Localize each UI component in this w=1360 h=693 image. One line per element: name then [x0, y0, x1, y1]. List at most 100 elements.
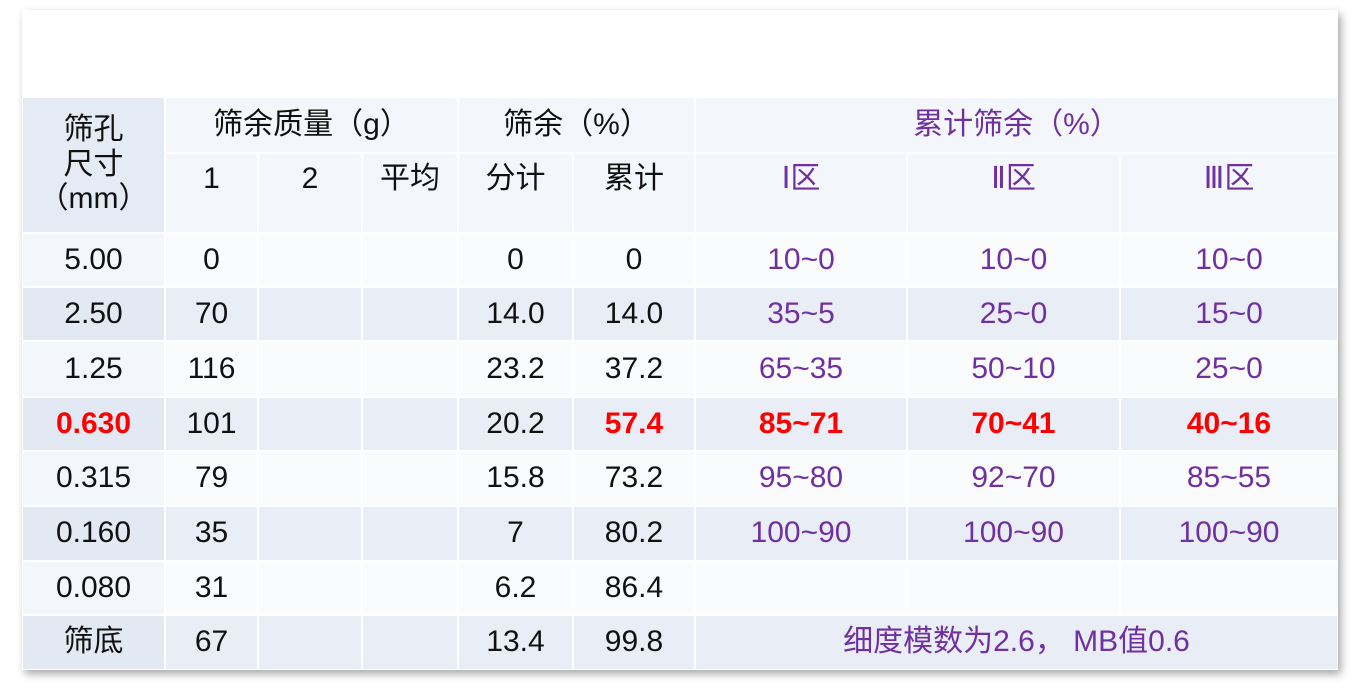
- sieve-size: 2.50: [23, 288, 164, 340]
- sieve-label: 筛孔 尺寸 （mm）: [23, 98, 164, 232]
- mass-2: [259, 562, 361, 614]
- sieve-size-text: 0.080: [55, 570, 132, 604]
- sieve-size-text: 1.25: [64, 351, 123, 385]
- mass-avg: [363, 398, 457, 450]
- sieve-size-text: 5.00: [64, 242, 123, 276]
- cumulative-text: 73.2: [604, 461, 664, 495]
- mass-label-text: 筛余质量（g）: [213, 107, 410, 141]
- sieve-label-text: 筛孔: [63, 113, 124, 147]
- column-label: Ⅱ区: [908, 154, 1119, 232]
- zone-range: 65~35: [696, 342, 906, 396]
- zone-range-text: 70~41: [971, 406, 1056, 440]
- mass-avg: [363, 342, 457, 396]
- zone-range-text: 35~5: [767, 296, 835, 330]
- cumulative-text: 0: [625, 242, 643, 276]
- percent-text: 23.2: [486, 351, 545, 385]
- percent-text: 15.8: [486, 461, 545, 495]
- zone-range: 100~90: [696, 507, 906, 560]
- cumulative-text: 37.2: [604, 351, 664, 385]
- mass-2: [259, 342, 361, 396]
- cumulative: 86.4: [574, 562, 694, 614]
- zone-range-text: 85~71: [758, 406, 844, 440]
- percent-text: 7: [507, 516, 524, 550]
- cumulative-label: 累计筛余（%）: [696, 98, 1337, 152]
- header-right-text: 普通混凝土用砂、石质量及检验方法: [792, 53, 1241, 85]
- zone-range-text: 100~90: [750, 516, 852, 550]
- percent-text: 14.0: [486, 296, 545, 330]
- mass-avg: [363, 507, 457, 560]
- column-label-text: 累计: [604, 162, 664, 195]
- percent: 7: [459, 507, 572, 560]
- percent: 14.0: [459, 288, 572, 340]
- zone-empty: [1121, 562, 1337, 614]
- column-label-text: 分计: [485, 162, 546, 195]
- cumulative-text: 80.2: [604, 516, 664, 550]
- sieve-size: 5.00: [23, 234, 164, 286]
- mass-avg: [363, 616, 457, 669]
- sieve-size: 0.160: [23, 507, 164, 560]
- zone-range-text: 10~0: [767, 242, 835, 276]
- mass-1: 31: [166, 562, 257, 614]
- cumulative: 57.4: [574, 398, 694, 450]
- zone-range: 50~10: [908, 342, 1119, 396]
- mass-2: [259, 398, 361, 450]
- zone-range-text: 92~70: [971, 461, 1056, 495]
- mass-1-text: 0: [203, 242, 220, 276]
- mass-1-text: 116: [187, 351, 236, 385]
- cumulative-label-text: 累计筛余（%）: [913, 107, 1120, 141]
- zone-range: 10~0: [1121, 234, 1337, 286]
- mass-label: 筛余质量（g）: [166, 98, 457, 152]
- column-label-text: 1: [203, 162, 220, 195]
- percent-text: 0: [507, 242, 524, 276]
- zone-range-text: 40~16: [1186, 406, 1272, 440]
- zone-range: 15~0: [1121, 288, 1337, 340]
- percent-text: 20.2: [486, 406, 545, 440]
- mass-1-text: 79: [194, 461, 229, 495]
- zone-range: 100~90: [908, 507, 1119, 560]
- zone-range-text: 25~0: [979, 296, 1048, 330]
- zone-range: 95~80: [696, 452, 906, 505]
- column-label: 2: [259, 154, 361, 232]
- sieve-label-text: （mm）: [38, 182, 149, 216]
- percent: 15.8: [459, 452, 572, 505]
- sieve-size-text: 2.50: [64, 296, 123, 330]
- percent: 23.2: [459, 342, 572, 396]
- sieve-table: 筛分（试样质量500g） JGJ52-2006 普通混凝土用砂、石质量及检验方法筛孔…: [22, 10, 1338, 670]
- zone-range-text: 65~35: [758, 351, 844, 385]
- mass-2: [259, 507, 361, 560]
- zone-range-text: 25~0: [1195, 351, 1263, 385]
- percent: 20.2: [459, 398, 572, 450]
- zone-range: 92~70: [908, 452, 1119, 505]
- zone-range-text: 10~0: [1195, 242, 1263, 276]
- mass-1: 35: [166, 507, 257, 560]
- mass-1: 70: [166, 288, 257, 340]
- zone-range: 35~5: [696, 288, 906, 340]
- zone-range-text: 100~90: [1178, 516, 1280, 550]
- column-label: Ⅰ区: [696, 154, 906, 232]
- mass-1-text: 70: [194, 296, 229, 330]
- sieve-size: 筛底: [23, 616, 164, 669]
- cumulative: 14.0: [574, 288, 694, 340]
- zone-range: 10~0: [696, 234, 906, 286]
- mass-1: 79: [166, 452, 257, 505]
- zone-range-text: 85~55: [1186, 461, 1272, 495]
- mass-1-text: 101: [186, 406, 237, 440]
- zone-range-text: 10~0: [979, 242, 1048, 276]
- mass-avg: [363, 288, 457, 340]
- sieve-size-text: 筛底: [63, 625, 124, 659]
- column-label-text: Ⅰ区: [781, 162, 821, 195]
- cumulative: 0: [574, 234, 694, 286]
- cumulative-text: 57.4: [604, 406, 664, 440]
- sieve-size: 1.25: [23, 342, 164, 396]
- zone-range-text: 100~90: [963, 516, 1064, 550]
- zone-empty: [908, 562, 1119, 614]
- header-left: 筛分（试样质量500g）: [23, 11, 694, 96]
- header-right: JGJ52-2006 普通混凝土用砂、石质量及检验方法: [696, 11, 1337, 96]
- cumulative: 37.2: [574, 342, 694, 396]
- sieve-size-text: 0.160: [55, 516, 132, 550]
- cumulative-text: 99.8: [604, 625, 664, 659]
- cumulative: 73.2: [574, 452, 694, 505]
- mass-2: [259, 234, 361, 286]
- zone-range: 100~90: [1121, 507, 1337, 560]
- mass-2: [259, 288, 361, 340]
